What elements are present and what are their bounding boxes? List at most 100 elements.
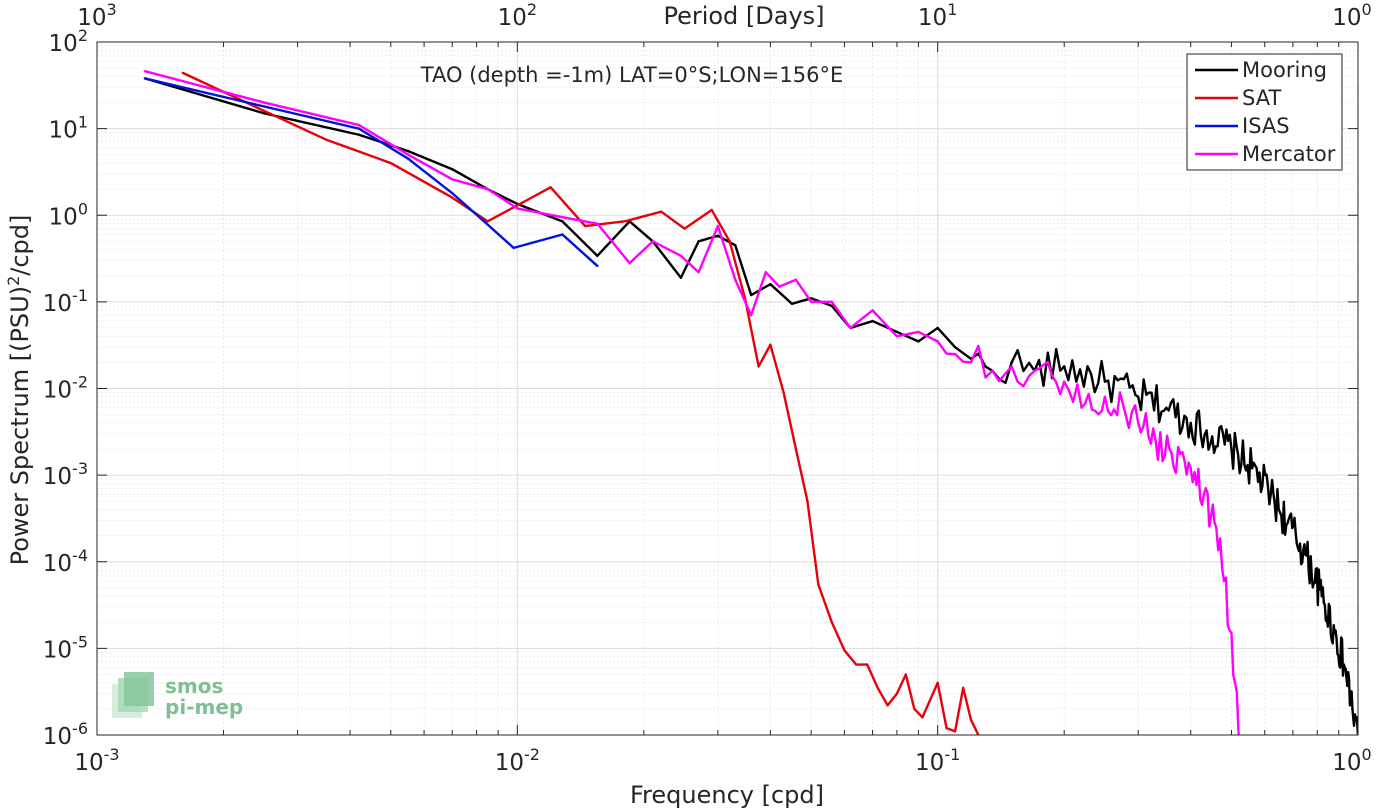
data-point-mooring bbox=[1269, 493, 1272, 496]
data-point-mooring bbox=[790, 302, 794, 305]
y-tick-label: 100 bbox=[49, 199, 88, 230]
smos-pi-mep-logo: smos pi-mep bbox=[112, 672, 243, 719]
data-point-mooring bbox=[734, 244, 737, 247]
legend-box bbox=[1186, 53, 1343, 171]
data-point-mercator bbox=[596, 222, 599, 225]
data-point-mercator bbox=[697, 271, 700, 274]
data-point-mooring bbox=[936, 326, 939, 330]
data-point-isas bbox=[451, 191, 454, 195]
data-point-mercator bbox=[561, 215, 564, 219]
data-point-sat bbox=[683, 227, 686, 230]
data-point-sat bbox=[953, 730, 957, 733]
data-point-isas bbox=[512, 246, 515, 250]
data-point-mercator bbox=[734, 278, 737, 281]
data-point-mercator bbox=[895, 335, 899, 338]
data-point-mercator bbox=[1080, 406, 1083, 409]
x-axis-title: Frequency [cpd] bbox=[630, 781, 824, 809]
data-point-sat bbox=[757, 365, 760, 368]
y-tick-label: 101 bbox=[49, 113, 88, 144]
data-point-mooring bbox=[451, 168, 454, 171]
data-point-mooring bbox=[697, 240, 700, 243]
data-point-mooring bbox=[749, 293, 753, 297]
data-point-sat bbox=[181, 71, 184, 75]
data-point-mercator bbox=[516, 207, 519, 210]
data-point-sat bbox=[769, 343, 772, 346]
logo-text-smos: smos bbox=[165, 674, 223, 698]
data-point-mercator bbox=[716, 224, 720, 228]
data-point-sat bbox=[817, 583, 820, 586]
top-x-axis-title: Period [Days] bbox=[663, 2, 824, 30]
data-point-mooring bbox=[407, 149, 410, 153]
data-point-sat bbox=[623, 220, 626, 223]
data-point-mercator bbox=[991, 369, 994, 373]
data-point-mooring bbox=[596, 254, 599, 258]
data-point-mooring bbox=[1137, 395, 1140, 399]
data-point-mooring bbox=[1211, 435, 1214, 438]
data-point-mercator bbox=[451, 178, 454, 181]
data-point-mooring bbox=[1286, 521, 1289, 525]
data-point-sat bbox=[389, 161, 392, 165]
x-tick-label: 10-2 bbox=[495, 745, 540, 776]
data-point-mercator bbox=[1233, 681, 1237, 685]
data-point-mooring bbox=[357, 133, 361, 136]
top-x-tick-label: 100 bbox=[1332, 0, 1371, 31]
data-point-mooring bbox=[1343, 666, 1346, 669]
data-point-mercator bbox=[953, 352, 957, 356]
y-tick-label: 10-5 bbox=[43, 632, 88, 663]
data-point-mooring bbox=[1250, 467, 1254, 470]
data-point-sat bbox=[794, 447, 798, 451]
data-point-sat bbox=[866, 663, 869, 666]
data-point-mercator bbox=[969, 361, 973, 364]
data-point-mooring bbox=[1189, 421, 1192, 425]
y-tick-label: 10-6 bbox=[43, 719, 88, 750]
data-point-mercator bbox=[1103, 395, 1107, 399]
data-point-isas bbox=[263, 105, 266, 108]
logo-text-pimep: pi-mep bbox=[165, 695, 243, 719]
data-point-mercator bbox=[1010, 365, 1013, 368]
data-point-mercator bbox=[1222, 579, 1226, 583]
data-point-sat bbox=[324, 138, 327, 141]
logo-layer-3 bbox=[124, 672, 154, 706]
data-point-sat bbox=[855, 663, 858, 666]
data-point-sat bbox=[945, 726, 948, 730]
data-point-sat bbox=[961, 686, 965, 690]
data-point-mercator bbox=[628, 261, 631, 265]
y-axis-title: Power Spectrum [(PSU)2/cpd] bbox=[4, 215, 34, 566]
y-tick-label: 102 bbox=[49, 26, 88, 57]
series-line-mooring bbox=[144, 77, 1358, 735]
legend-label-isas: ISAS bbox=[1242, 114, 1290, 138]
data-point-mooring bbox=[1103, 380, 1107, 383]
data-point-sat bbox=[969, 718, 973, 721]
chart-title: TAO (depth =-1m) LAT=0°S;LON=156°E bbox=[420, 63, 844, 87]
x-tick-label: 100 bbox=[1332, 745, 1371, 776]
data-point-isas bbox=[486, 223, 489, 226]
data-point-sat bbox=[583, 224, 587, 228]
data-point-mooring bbox=[1351, 707, 1354, 711]
data-point-sat bbox=[263, 109, 266, 113]
data-point-mooring bbox=[679, 276, 683, 279]
data-point-mooring bbox=[895, 330, 899, 334]
data-point-isas bbox=[357, 127, 361, 130]
data-point-mercator bbox=[1170, 451, 1173, 455]
data-point-mercator bbox=[1124, 413, 1127, 416]
top-x-tick-label: 101 bbox=[918, 0, 957, 31]
y-tick-label: 10-4 bbox=[43, 546, 88, 577]
y-tick-label: 10-1 bbox=[43, 286, 88, 317]
x-tick-label: 10-3 bbox=[74, 745, 119, 776]
data-point-sat bbox=[876, 686, 879, 690]
legend-label-mooring: Mooring bbox=[1242, 58, 1327, 82]
data-point-mooring bbox=[1333, 631, 1336, 635]
data-point-mercator bbox=[651, 240, 654, 243]
legend-label-sat: SAT bbox=[1242, 86, 1281, 110]
data-point-mooring bbox=[1165, 406, 1168, 409]
data-point-sat bbox=[921, 716, 924, 719]
data-point-sat bbox=[549, 186, 552, 189]
data-point-mercator bbox=[357, 123, 361, 127]
data-point-mooring bbox=[809, 297, 813, 300]
data-point-mercator bbox=[1063, 380, 1066, 383]
top-x-tick-label: 102 bbox=[498, 0, 537, 31]
data-point-mooring bbox=[1010, 361, 1013, 364]
data-point-sat bbox=[936, 681, 939, 685]
